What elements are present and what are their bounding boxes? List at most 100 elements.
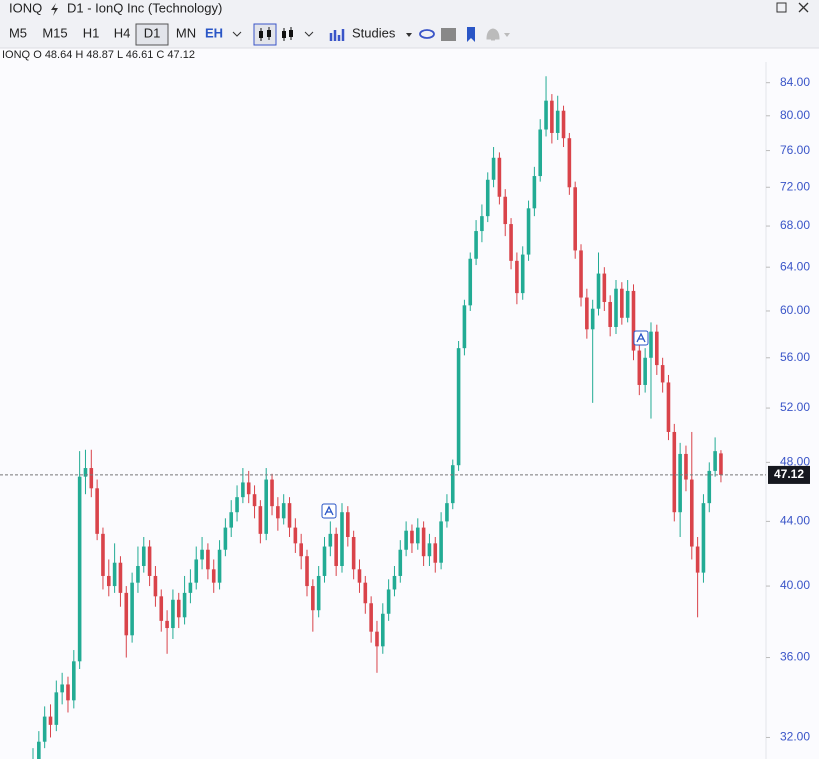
candle-body	[491, 157, 496, 180]
y-tick-label: 72.00	[780, 179, 810, 193]
candle-body	[66, 684, 70, 701]
candle-body	[596, 273, 601, 309]
extended-hours-button[interactable]: EH	[205, 25, 223, 40]
timeframe-button[interactable]: M15	[42, 25, 67, 40]
candle-body	[678, 453, 682, 513]
candle-body	[474, 231, 478, 259]
candle-body	[468, 258, 473, 306]
ohlc-symbol: IONQ	[2, 49, 31, 61]
candle-body	[200, 549, 204, 560]
candle-body	[672, 431, 677, 513]
candle-body	[316, 575, 321, 611]
candle-body	[223, 527, 228, 550]
y-tick-label: 84.00	[780, 75, 810, 89]
plot	[32, 76, 723, 759]
maximize-button[interactable]	[776, 2, 787, 13]
candle-body	[509, 224, 513, 261]
candle-body	[520, 254, 525, 294]
candle-body	[188, 582, 193, 593]
candle-body	[130, 582, 134, 636]
timeframe-button[interactable]: H4	[114, 25, 131, 40]
candle-body	[561, 110, 566, 139]
candle-body	[415, 527, 420, 544]
timeframe-button[interactable]: M5	[9, 25, 27, 40]
candle-body	[497, 157, 502, 197]
candle-body	[573, 187, 577, 251]
candle-body	[340, 512, 344, 567]
candle-body	[276, 506, 280, 519]
candle-body	[311, 586, 315, 611]
event-marker[interactable]	[633, 330, 649, 346]
timeframe-button[interactable]: H1	[83, 25, 100, 40]
studies-button[interactable]: Studies	[352, 25, 396, 40]
alert-icon[interactable]	[486, 28, 500, 41]
candle-body	[299, 543, 303, 557]
candle-body	[526, 208, 531, 255]
candle-body	[77, 476, 82, 662]
event-marker[interactable]	[321, 503, 337, 519]
y-tick-label: 44.00	[780, 514, 810, 528]
y-tick-label: 32.00	[780, 730, 810, 744]
y-tick-label: 56.00	[780, 350, 810, 364]
y-tick-label: 36.00	[780, 650, 810, 664]
candle-body	[398, 549, 403, 576]
layout-icon[interactable]	[441, 28, 456, 41]
candle-body	[689, 479, 694, 547]
candle-body	[171, 599, 175, 629]
y-tick-label: 52.00	[780, 400, 810, 414]
candle-style-button[interactable]	[253, 23, 277, 46]
candle-body	[462, 305, 467, 349]
selected-timeframe	[135, 23, 169, 46]
candle-body	[532, 176, 537, 209]
candle-body	[182, 592, 187, 618]
ohlc-value: 46.61	[126, 49, 154, 61]
candle-body	[60, 684, 64, 693]
candle-body	[357, 569, 362, 583]
candle-body	[42, 716, 47, 742]
y-tick-label: 76.00	[780, 143, 810, 157]
candle-body	[381, 613, 385, 647]
hide-icon[interactable]	[419, 29, 435, 39]
dropdown-icon[interactable]	[406, 33, 412, 37]
close-button[interactable]	[798, 2, 809, 13]
candle-body	[229, 512, 234, 528]
y-tick-label: 60.00	[780, 303, 810, 317]
candle-body	[351, 536, 356, 570]
candle-body	[141, 546, 146, 567]
candle-body	[287, 503, 292, 528]
ohlc-label: L	[117, 49, 123, 61]
candle-body	[264, 479, 268, 534]
bookmark-icon[interactable]	[467, 27, 475, 42]
studies-icon[interactable]	[329, 29, 345, 41]
candle-body	[649, 331, 653, 358]
candle-body	[386, 589, 391, 614]
candle-body	[684, 453, 688, 480]
timeframe-button[interactable]: MN	[176, 25, 196, 40]
candle-body	[246, 482, 251, 495]
candle-body	[719, 453, 723, 475]
candle-body	[37, 741, 41, 759]
candle-body	[165, 620, 169, 629]
candle-body	[439, 521, 443, 563]
candle-body	[235, 497, 239, 513]
candle-body	[456, 348, 461, 466]
candle-body	[176, 599, 181, 618]
candle-body	[293, 527, 298, 544]
candle-body	[701, 503, 706, 573]
dropdown-icon[interactable]	[232, 31, 242, 37]
candle-body	[427, 543, 432, 557]
ohlc-label: H	[75, 49, 83, 61]
dropdown-icon[interactable]	[304, 31, 314, 37]
candle-body	[153, 575, 158, 597]
candle-body	[485, 179, 490, 217]
timeframe-button[interactable]: D1	[144, 25, 161, 40]
candle-body	[538, 129, 543, 177]
candle-body	[206, 549, 210, 570]
candle-body	[363, 582, 368, 604]
candle-body	[211, 569, 216, 583]
candle-body	[713, 451, 717, 471]
candle-body	[515, 260, 519, 294]
candle-body	[608, 301, 612, 327]
symbol: IONQ	[9, 0, 42, 15]
